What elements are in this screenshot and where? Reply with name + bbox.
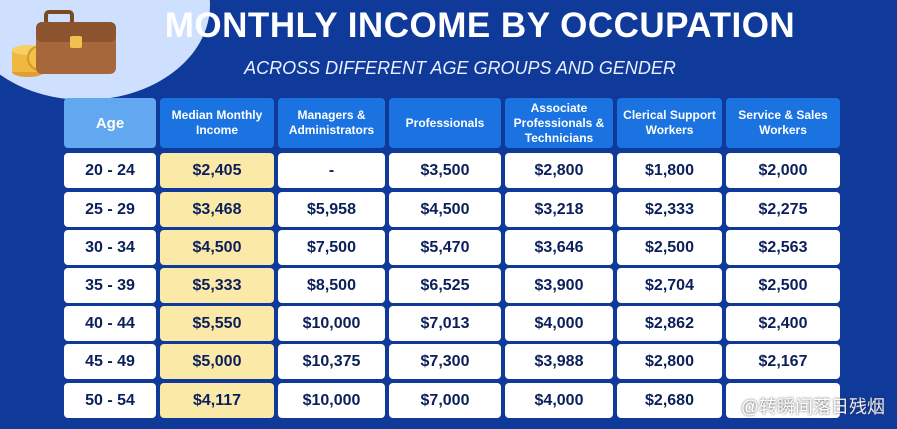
table-cell-professionals: $6,525: [389, 268, 501, 303]
table-cell-service: $2,400: [726, 306, 840, 341]
table-cell-managers: $10,000: [278, 306, 385, 341]
table-cell-professionals: $4,500: [389, 192, 501, 227]
row-label-age: 30 - 34: [64, 230, 156, 265]
table-cell-median: $3,468: [160, 192, 274, 227]
table-cell-median: $5,550: [160, 306, 274, 341]
column-header-managers: Managers & Administrators: [278, 98, 385, 148]
watermark: @转瞬间落日残烟: [740, 397, 885, 417]
table-cell-managers: $8,500: [278, 268, 385, 303]
table-cell-clerical: $2,500: [617, 230, 722, 265]
table-cell-service: $2,500: [726, 268, 840, 303]
table-cell-professionals: $7,000: [389, 383, 501, 418]
table-cell-managers: $10,000: [278, 383, 385, 418]
table-cell-clerical: $2,680: [617, 383, 722, 418]
table-cell-median: $5,000: [160, 344, 274, 379]
table-cell-median: $4,500: [160, 230, 274, 265]
table-cell-service: $2,000: [726, 153, 840, 188]
table-cell-service: $2,563: [726, 230, 840, 265]
table-cell-service: $2,167: [726, 344, 840, 379]
table-cell-managers: $10,375: [278, 344, 385, 379]
row-label-age: 45 - 49: [64, 344, 156, 379]
table-cell-median: $4,117: [160, 383, 274, 418]
table-cell-managers: -: [278, 153, 385, 188]
column-header-age: Age: [64, 98, 156, 148]
table-cell-associate: $3,988: [505, 344, 613, 379]
table-cell-associate: $3,900: [505, 268, 613, 303]
table-cell-service: $2,275: [726, 192, 840, 227]
table-cell-managers: $7,500: [278, 230, 385, 265]
row-label-age: 20 - 24: [64, 153, 156, 188]
table-cell-managers: $5,958: [278, 192, 385, 227]
column-header-median: Median Monthly Income: [160, 98, 274, 148]
briefcase-icon: $: [12, 10, 116, 77]
logo: $: [6, 6, 118, 78]
table-cell-associate: $4,000: [505, 306, 613, 341]
table-cell-clerical: $2,800: [617, 344, 722, 379]
row-label-age: 25 - 29: [64, 192, 156, 227]
row-label-age: 35 - 39: [64, 268, 156, 303]
column-header-professionals: Professionals: [389, 98, 501, 148]
table-cell-clerical: $2,862: [617, 306, 722, 341]
column-header-clerical: Clerical Support Workers: [617, 98, 722, 148]
table-cell-clerical: $2,333: [617, 192, 722, 227]
column-header-associate: Associate Professionals & Technicians: [505, 98, 613, 148]
table-cell-associate: $3,218: [505, 192, 613, 227]
table-cell-professionals: $7,013: [389, 306, 501, 341]
table-cell-median: $2,405: [160, 153, 274, 188]
page-subtitle: ACROSS DIFFERENT AGE GROUPS AND GENDER: [244, 58, 676, 78]
table-cell-professionals: $5,470: [389, 230, 501, 265]
table-cell-median: $5,333: [160, 268, 274, 303]
page-title: MONTHLY INCOME BY OCCUPATION: [164, 6, 796, 45]
table-cell-professionals: $3,500: [389, 153, 501, 188]
table-cell-associate: $3,646: [505, 230, 613, 265]
table-cell-associate: $4,000: [505, 383, 613, 418]
column-header-service: Service & Sales Workers: [726, 98, 840, 148]
row-label-age: 40 - 44: [64, 306, 156, 341]
row-label-age: 50 - 54: [64, 383, 156, 418]
table-cell-professionals: $7,300: [389, 344, 501, 379]
table-cell-clerical: $1,800: [617, 153, 722, 188]
table-cell-associate: $2,800: [505, 153, 613, 188]
table-cell-clerical: $2,704: [617, 268, 722, 303]
table-cell-service: [726, 383, 840, 418]
